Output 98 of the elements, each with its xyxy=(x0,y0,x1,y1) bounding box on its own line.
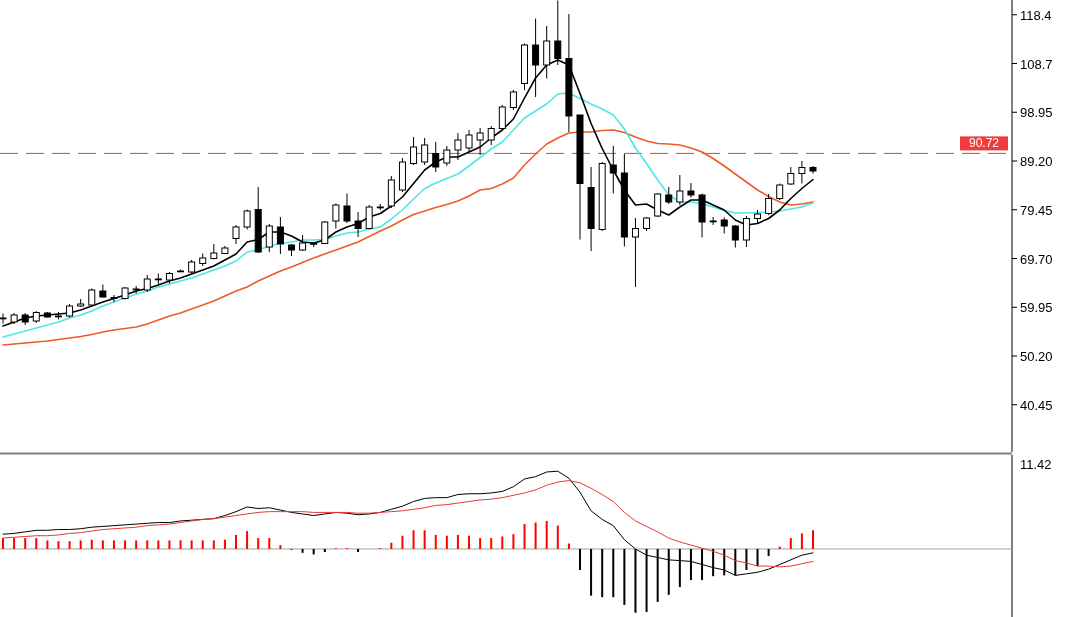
bar xyxy=(423,530,426,549)
bar xyxy=(257,538,260,549)
candlestick xyxy=(443,145,451,167)
bar xyxy=(357,548,360,553)
bar xyxy=(124,540,127,549)
bar xyxy=(146,540,149,549)
candlestick xyxy=(631,217,639,288)
candlestick xyxy=(265,223,273,253)
candlestick xyxy=(609,145,617,194)
line-series xyxy=(2,92,814,338)
bar xyxy=(157,540,160,549)
candlestick xyxy=(110,294,118,303)
text: 11.42 xyxy=(1020,456,1052,472)
bar xyxy=(312,548,315,555)
bar xyxy=(2,538,4,549)
bar xyxy=(301,548,304,553)
bar xyxy=(168,540,171,549)
candlestick xyxy=(454,132,462,161)
bar xyxy=(390,542,393,549)
bar xyxy=(90,539,93,549)
candlestick xyxy=(498,104,506,131)
y-tick-label: 89.20 xyxy=(1020,153,1053,169)
bar xyxy=(79,540,82,549)
bar xyxy=(479,538,482,549)
bar xyxy=(556,525,559,549)
candlestick xyxy=(676,174,684,206)
candlestick xyxy=(343,193,351,224)
bar xyxy=(323,548,326,553)
bar xyxy=(512,534,515,549)
y-tick-label: 98.95 xyxy=(1020,104,1053,120)
candlestick xyxy=(410,136,418,166)
bar xyxy=(800,533,803,549)
candlestick xyxy=(232,224,240,245)
candlestick xyxy=(276,216,284,255)
candlestick xyxy=(487,125,495,146)
bar xyxy=(190,540,193,549)
y-tick-label: 79.45 xyxy=(1020,202,1053,218)
y-tick-label: 108.7 xyxy=(1020,56,1053,71)
bar xyxy=(68,541,71,549)
bar xyxy=(545,520,548,549)
bar xyxy=(523,524,526,549)
bar xyxy=(24,538,27,549)
candlestick xyxy=(365,204,373,230)
bar xyxy=(767,548,770,556)
bar xyxy=(279,545,282,549)
line-series xyxy=(2,129,814,346)
candlestick xyxy=(354,211,362,238)
candlestick xyxy=(742,215,750,248)
candlestick xyxy=(765,193,773,216)
y-tick-label: 40.45 xyxy=(1020,397,1053,413)
bar xyxy=(745,548,748,570)
bar xyxy=(601,548,604,598)
bar xyxy=(468,535,471,549)
bar xyxy=(623,548,626,605)
bar xyxy=(268,538,271,549)
y-tick-label: 69.70 xyxy=(1020,251,1053,266)
bar xyxy=(756,548,759,567)
bar xyxy=(201,540,204,549)
y-tick-label: 59.95 xyxy=(1020,299,1053,315)
bar xyxy=(179,540,182,549)
bar xyxy=(46,540,49,549)
y-tick-label: 118.4 xyxy=(1020,7,1052,23)
candlestick xyxy=(332,203,340,229)
bar xyxy=(567,543,570,549)
candlestick xyxy=(476,127,484,156)
bar xyxy=(590,548,593,596)
bar xyxy=(13,538,16,549)
candlestick xyxy=(509,89,517,111)
bar xyxy=(35,538,38,549)
bar xyxy=(57,541,60,549)
candlestick xyxy=(432,141,440,173)
bar xyxy=(246,531,249,549)
bar xyxy=(412,530,415,549)
candlestick xyxy=(687,182,695,198)
candlestick xyxy=(465,129,473,153)
bar xyxy=(401,535,404,549)
candlestick xyxy=(798,160,806,184)
bar xyxy=(112,540,115,549)
bar xyxy=(223,539,226,549)
bar xyxy=(490,538,493,549)
bar xyxy=(612,548,615,598)
ref-line-label: 90.72 xyxy=(968,136,1000,151)
candlestick xyxy=(731,224,739,248)
bar xyxy=(501,536,504,549)
bar xyxy=(445,535,448,549)
candlestick xyxy=(709,216,717,226)
bar xyxy=(456,534,459,549)
bar xyxy=(101,540,104,549)
y-tick-label: 50.20 xyxy=(1020,348,1053,364)
bar xyxy=(212,540,215,549)
bar xyxy=(434,534,437,549)
bar xyxy=(812,530,814,549)
bar xyxy=(235,534,238,549)
candlestick xyxy=(421,137,429,166)
bar xyxy=(789,538,792,549)
bar xyxy=(534,522,537,549)
bar xyxy=(135,540,138,549)
bar xyxy=(578,548,581,570)
